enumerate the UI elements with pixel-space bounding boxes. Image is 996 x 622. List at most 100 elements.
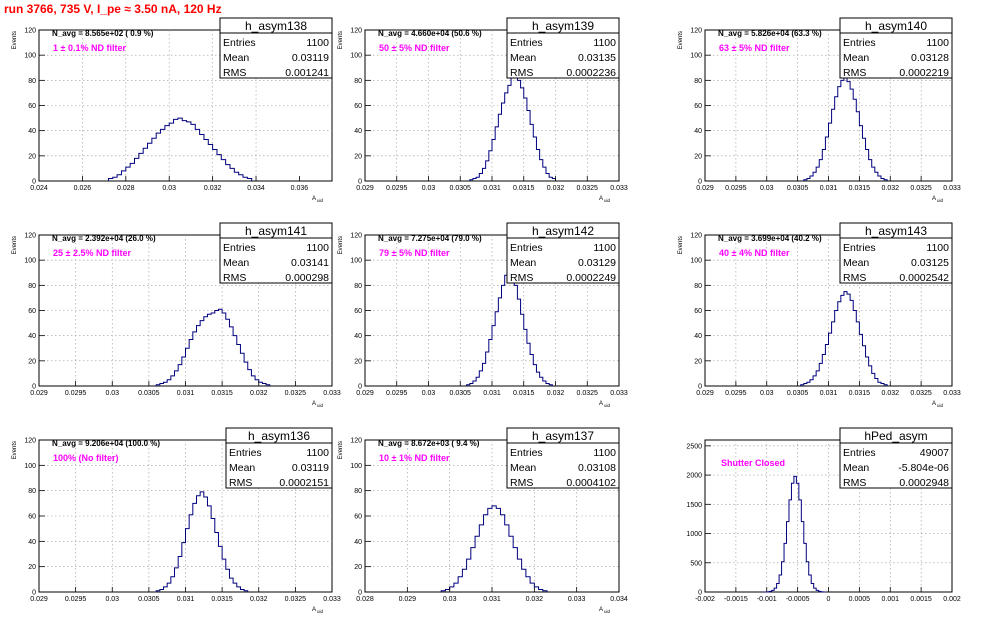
y-axis-title: Events [338,236,344,254]
y-tick-label: 0 [358,179,362,186]
navg-label: N_avg = 4.660e+04 (50.6 %) [378,29,482,38]
stats-box: h_asym137 Entries 1100 Mean 0.03108 RMS 0.0004… [506,427,620,489]
filter-label: 1 ± 0.1% ND filter [53,43,126,53]
x-axis-title: Auid [599,607,611,614]
x-tick-label: 0.033 [943,390,961,397]
stats-key: Mean [229,462,255,474]
x-tick-label: 0.032 [881,185,899,192]
x-tick-label: 0.0295 [386,390,408,397]
x-axis-title: Auid [312,607,324,614]
y-tick-label: 80 [28,283,36,290]
stats-key: Entries [843,37,876,49]
y-tick-label: 80 [354,283,362,290]
stats-key: Mean [223,257,249,269]
x-tick-label: 0.0325 [910,390,932,397]
x-tick-label: 0.034 [610,596,628,603]
x-tick-label: 0.0015 [910,596,932,603]
y-tick-label: 60 [354,308,362,315]
y-tick-label: 120 [24,28,36,35]
stats-value: 0.03128 [911,52,949,64]
x-tick-label: 0.033 [568,596,586,603]
x-tick-label: 0.0315 [849,185,871,192]
x-tick-label: 0.028 [117,185,135,192]
x-axis-title: Auid [312,196,324,203]
y-tick-label: 20 [354,358,362,365]
x-tick-label: 0 [827,596,831,603]
stats-value: 0.000298 [285,272,329,284]
x-tick-label: 0.0315 [849,390,871,397]
stats-box: h_asym138 Entries 1100 Mean 0.03119 RMS 0.0012… [219,17,333,79]
y-tick-label: 120 [350,233,362,240]
x-tick-label: 0.029 [30,596,48,603]
x-tick-label: 0.026 [74,185,92,192]
stats-value: 0.03141 [291,257,329,269]
x-tick-label: 0.031 [483,596,501,603]
x-axis-title: Auid [312,401,324,408]
x-tick-label: 0.033 [943,185,961,192]
x-tick-label: 0.0005 [849,596,871,603]
x-tick-label: 0.032 [547,390,565,397]
x-tick-label: 0.036 [291,185,309,192]
x-tick-label: 0.024 [30,185,48,192]
filter-label: Shutter Closed [721,458,785,468]
stats-value: 0.03129 [578,257,616,269]
y-tick-label: 40 [28,539,36,546]
y-tick-label: 20 [694,358,702,365]
x-tick-label: -0.0015 [724,596,748,603]
x-tick-label: 0.033 [323,390,341,397]
y-tick-label: 0 [358,384,362,391]
stats-box: h_asym142 Entries 1100 Mean 0.03129 RMS 0.0002… [506,222,620,284]
run-title: run 3766, 735 V, I_pe ≈ 3.50 nA, 120 Hz [4,2,222,16]
x-tick-label: 0.0325 [910,185,932,192]
stats-value: 0.03125 [911,257,949,269]
stats-title: h_asym140 [865,19,927,33]
x-tick-label: 0.03 [105,596,119,603]
histogram-outline [440,505,548,592]
x-tick-label: 0.031 [483,390,501,397]
x-tick-label: 0.031 [483,185,501,192]
y-tick-label: 0 [32,590,36,597]
x-tick-label: 0.03 [760,185,774,192]
panel-h_asym142: 0.029 0.0295 0.03 0.0305 0.031 0.0315 0.032 0.0… [338,222,628,408]
panel-h_asym140: 0.029 0.0295 0.03 0.0305 0.031 0.0315 0.032 0.0… [678,17,961,203]
x-tick-label: -0.002 [695,596,715,603]
y-tick-label: 100 [690,258,702,265]
x-tick-label: 0.029 [30,390,48,397]
stats-value: 49007 [920,447,949,459]
y-tick-label: 40 [28,128,36,135]
x-tick-label: 0.032 [250,596,268,603]
y-tick-label: 0 [358,590,362,597]
x-tick-label: 0.033 [323,596,341,603]
y-tick-label: 20 [354,153,362,160]
x-tick-label: 0.0305 [787,185,809,192]
y-tick-label: 40 [354,333,362,340]
x-tick-label: -0.0005 [786,596,810,603]
stats-value: 0.03119 [292,52,329,64]
stats-value: 0.03108 [578,462,616,474]
stats-value: 1100 [926,242,949,254]
x-tick-label: 0.03 [422,390,436,397]
x-tick-label: 0.0315 [211,596,233,603]
y-tick-label: 80 [354,488,362,495]
stats-key: Entries [223,37,256,49]
stats-title: h_asym137 [532,429,594,443]
x-tick-label: 0.032 [526,596,544,603]
stats-key: Mean [510,257,536,269]
y-tick-label: 120 [690,233,702,240]
y-tick-label: 100 [24,53,36,60]
x-tick-label: 0.03 [162,185,176,192]
y-tick-label: 20 [28,358,36,365]
navg-label: N_avg = 3.699e+04 (40.2 %) [718,234,822,243]
stats-title: h_asym139 [532,19,594,33]
stats-title: h_asym143 [865,224,927,238]
y-tick-label: 80 [354,78,362,85]
x-tick-label: 0.033 [610,185,628,192]
x-tick-label: 0.0295 [65,596,87,603]
panel-h_asym138: 0.024 0.026 0.028 0.03 0.032 0.034 0.036 0 20 40 6… [12,17,333,203]
y-tick-label: 40 [354,128,362,135]
stats-key: Entries [510,37,543,49]
y-tick-label: 20 [28,564,36,571]
filter-label: 79 ± 5% ND filter [379,248,450,258]
y-tick-label: 60 [28,103,36,110]
x-axis-title: Auid [932,196,944,203]
